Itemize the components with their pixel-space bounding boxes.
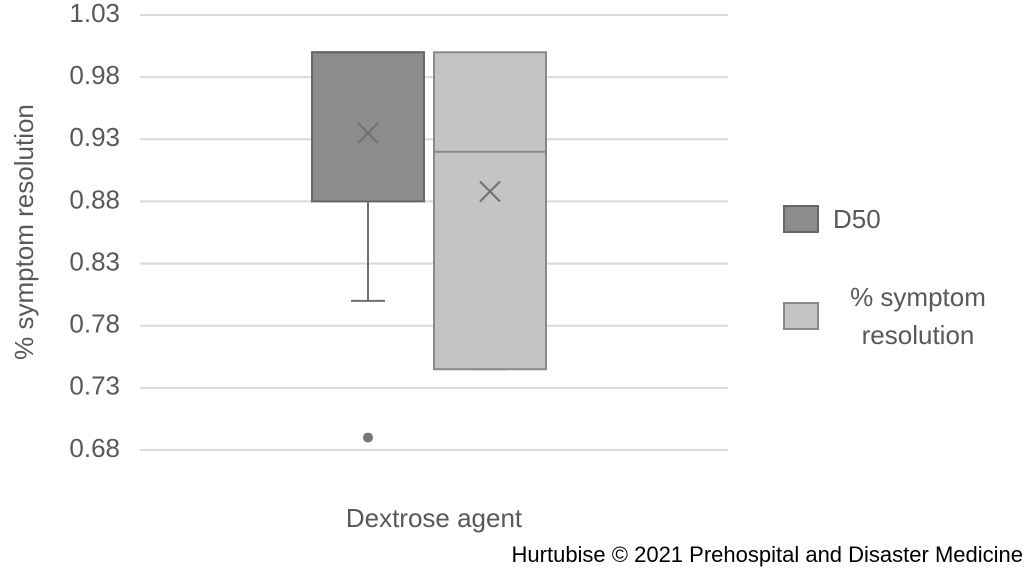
- y-axis-label: % symptom resolution: [9, 104, 39, 360]
- y-tick-label: 0.83: [69, 246, 120, 276]
- mean-marker: [357, 122, 379, 144]
- y-tick-label: 0.93: [69, 122, 120, 152]
- legend-item: % symptom resolution: [783, 278, 1003, 354]
- legend-swatch: [783, 302, 819, 330]
- y-tick-label: 0.73: [69, 371, 120, 401]
- y-tick-label: 0.98: [69, 60, 120, 90]
- y-tick-label: 0.78: [69, 309, 120, 339]
- y-tick-label: 0.88: [69, 184, 120, 214]
- credit: Hurtubise © 2021 Prehospital and Disaste…: [511, 542, 1023, 567]
- box: [311, 51, 425, 203]
- legend-swatch: [783, 205, 819, 233]
- legend-label: D50: [833, 204, 881, 234]
- y-tick-label: 0.68: [69, 433, 120, 463]
- box: [433, 51, 547, 371]
- legend-item: D50: [783, 200, 881, 238]
- legend-label: % symptom resolution: [850, 282, 986, 350]
- y-tick-label: 1.03: [69, 0, 120, 28]
- mean-marker: [479, 180, 501, 203]
- x-tick-label: Dextrose agent: [346, 503, 523, 533]
- outlier: [363, 432, 373, 443]
